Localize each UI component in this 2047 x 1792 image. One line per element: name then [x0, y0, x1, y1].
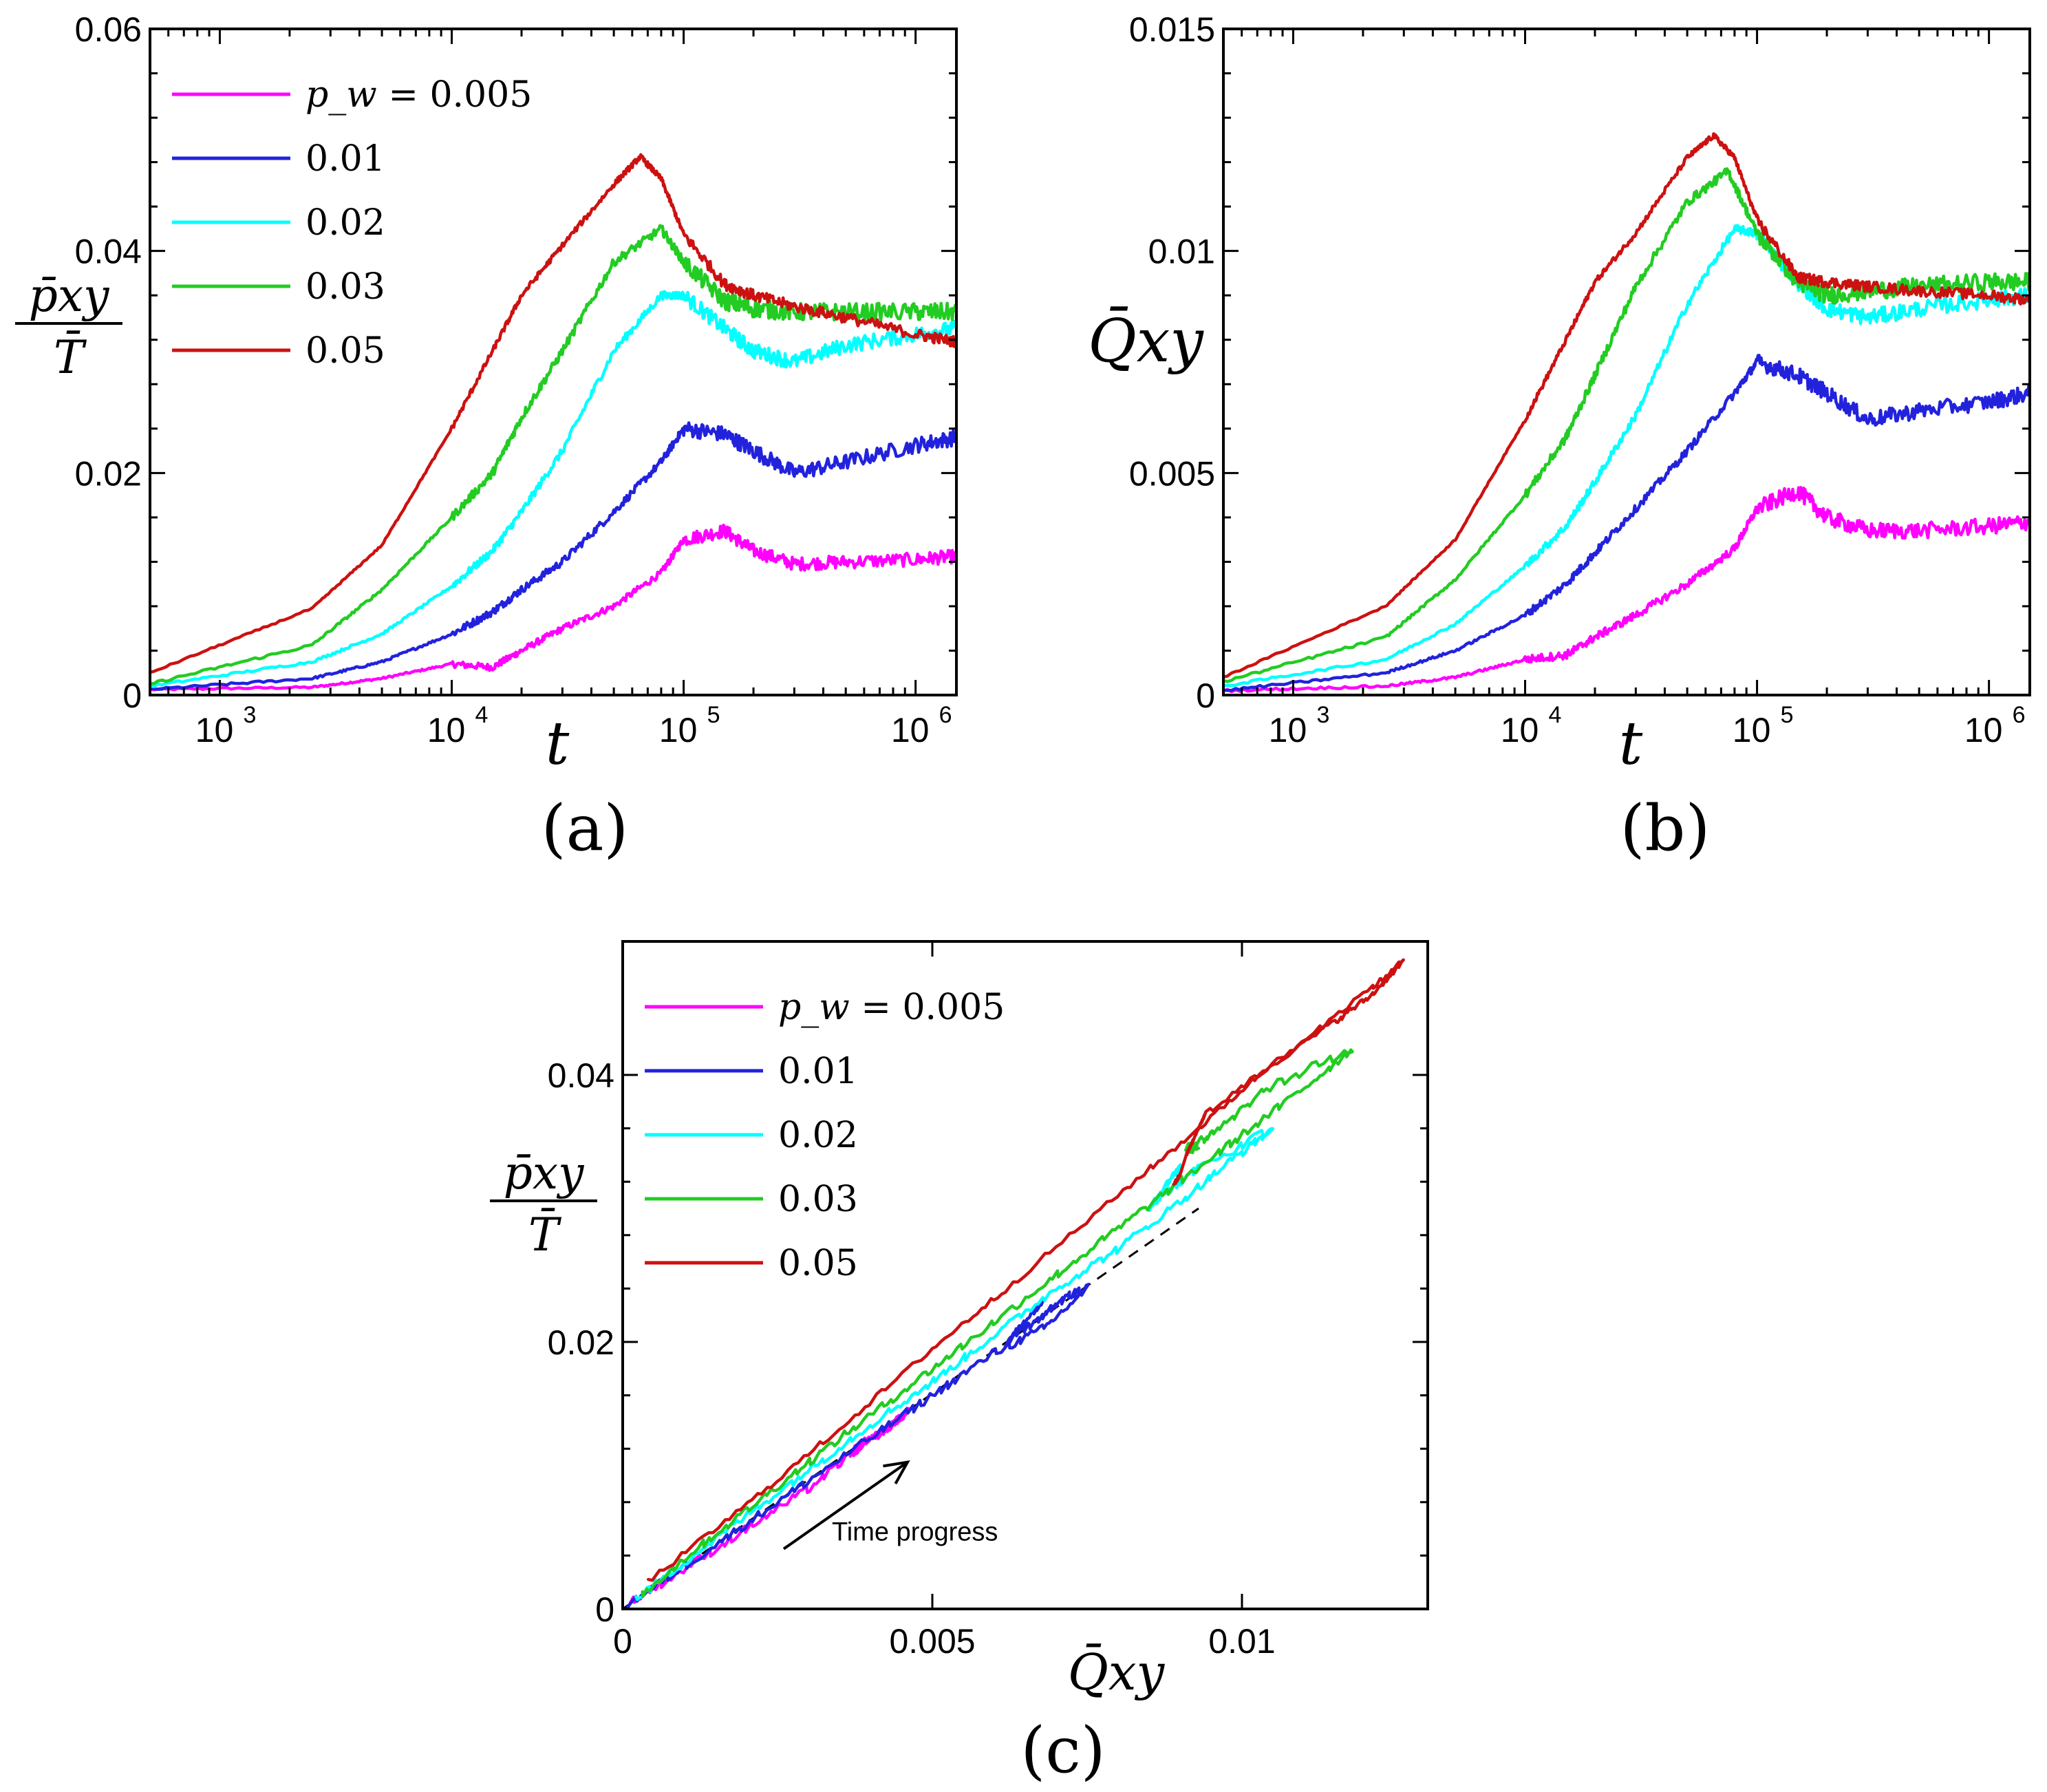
- legend-label: 0.03: [306, 266, 385, 308]
- y-tick-label: 0.02: [548, 1323, 614, 1362]
- plot-frame: [1222, 28, 2031, 696]
- x-tick-label-base: 10: [1964, 711, 2003, 749]
- series-line-pw-0.03: [641, 1048, 1354, 1599]
- series-line-pw-0.01: [626, 1283, 1091, 1609]
- x-axis-label: t: [546, 710, 570, 778]
- y-axis-label-numerator: p̄xy: [504, 1146, 584, 1199]
- series-line-pw-0.01: [1223, 354, 2030, 692]
- x-tick-label-exponent: 4: [475, 702, 489, 728]
- y-axis-label-numerator: p̄xy: [29, 269, 109, 322]
- x-tick-label-exponent: 4: [1549, 702, 1562, 728]
- legend-label: 0.05: [778, 1243, 858, 1284]
- y-axis-label-denominator: T̄: [528, 1208, 562, 1261]
- y-axis-label-denominator: T̄: [54, 331, 87, 384]
- chart-panel-c: 0 0.02 0.04 0 0.005 0.01 Q̄xy p̄xy T̄ (c) p_w = 0.…: [490, 940, 1429, 1787]
- legend-label: 0.03: [778, 1179, 858, 1220]
- legend-label: 0.01: [778, 1051, 858, 1092]
- time-progress-annotation: Time progress: [832, 1518, 998, 1547]
- legend: p_w = 0.005 0.01 0.02 0.03 0.05: [172, 74, 532, 372]
- x-tick-label-base: 10: [427, 711, 466, 749]
- legend-label: 0.01: [306, 138, 385, 180]
- x-tick-label-exponent: 3: [243, 702, 256, 728]
- chart-panel-b: 0 0.005 0.01 0.015 10 3 10 4 10 5 10 6 t Q̄xy (b): [1088, 10, 2031, 865]
- x-tick-label: 0.01: [1208, 1622, 1275, 1661]
- y-tick-label: 0: [122, 676, 142, 715]
- legend: p_w = 0.005 0.01 0.02 0.03 0.05: [645, 987, 1005, 1284]
- x-tick-label-base: 10: [1733, 711, 1771, 749]
- y-axis-label: Q̄xy: [1088, 306, 1204, 376]
- x-tick-label-base: 10: [195, 711, 234, 749]
- panel-label: (b): [1620, 791, 1711, 865]
- x-tick-label-exponent: 5: [707, 702, 720, 728]
- legend-prefix: p_w =: [778, 987, 902, 1028]
- legend-value: 0.005: [902, 987, 1005, 1028]
- x-tick-label-base: 10: [1501, 711, 1539, 749]
- x-tick-label-base: 10: [1269, 711, 1307, 749]
- legend-label-first: p_w = 0.005: [778, 987, 1005, 1028]
- x-axis-label: t: [1619, 710, 1643, 778]
- x-axis-label: Q̄xy: [1068, 1643, 1166, 1701]
- series-line-pw-0.05: [646, 958, 1405, 1582]
- y-tick-label: 0: [595, 1590, 614, 1629]
- y-tick-label: 0.06: [75, 10, 142, 49]
- x-tick-label: 0.005: [889, 1622, 975, 1661]
- panel-label: (a): [542, 791, 629, 865]
- y-tick-label: 0.02: [75, 454, 142, 493]
- series-line-pw-0.05: [1223, 132, 2030, 679]
- plot-frame: [621, 940, 1429, 1610]
- series-line-pw-0.005: [1223, 486, 2030, 694]
- legend-value: 0.005: [429, 74, 532, 116]
- legend-label-first: p_w = 0.005: [306, 74, 532, 116]
- x-tick-label-exponent: 3: [1316, 702, 1329, 728]
- time-progress-arrow-head: [883, 1460, 910, 1484]
- x-tick-label-exponent: 5: [1781, 702, 1794, 728]
- series-line-pw-0.03: [1223, 167, 2030, 683]
- legend-label: 0.02: [306, 202, 385, 244]
- y-tick-label: 0.04: [548, 1056, 614, 1095]
- legend-label: 0.05: [306, 330, 385, 372]
- legend-label: 0.02: [778, 1115, 858, 1156]
- x-tick-label-exponent: 6: [939, 702, 952, 728]
- x-tick-label-base: 10: [891, 711, 930, 749]
- y-tick-label: 0.04: [75, 233, 142, 271]
- time-progress-arrow-shaft: [782, 1460, 909, 1550]
- series-line-pw-0.01: [150, 421, 956, 691]
- y-tick-label: 0.01: [1148, 233, 1215, 271]
- plot-frame: [149, 28, 958, 696]
- series-line-pw-0.005: [150, 523, 956, 692]
- chart-panel-a: 0 0.02 0.04 0.06 10 3 10 4 10 5 10 6 t p̄xy T̄ (a) p_w =…: [15, 10, 958, 865]
- series-line-pw-0.02: [634, 1127, 1275, 1601]
- y-tick-label: 0.015: [1129, 10, 1215, 49]
- series-line-pw-0.02: [1223, 224, 2030, 687]
- x-tick-label: 0: [613, 1622, 632, 1661]
- x-tick-label-exponent: 6: [2013, 702, 2026, 728]
- x-tick-label-base: 10: [659, 711, 698, 749]
- panel-label: (c): [1020, 1714, 1105, 1787]
- legend-prefix: p_w =: [306, 74, 429, 116]
- series-line-pw-0.03: [150, 224, 956, 685]
- series-line-pw-0.05: [150, 153, 956, 674]
- y-tick-label: 0: [1196, 676, 1215, 715]
- y-tick-label: 0.005: [1129, 454, 1215, 493]
- series-line-pw-0.02: [150, 290, 956, 688]
